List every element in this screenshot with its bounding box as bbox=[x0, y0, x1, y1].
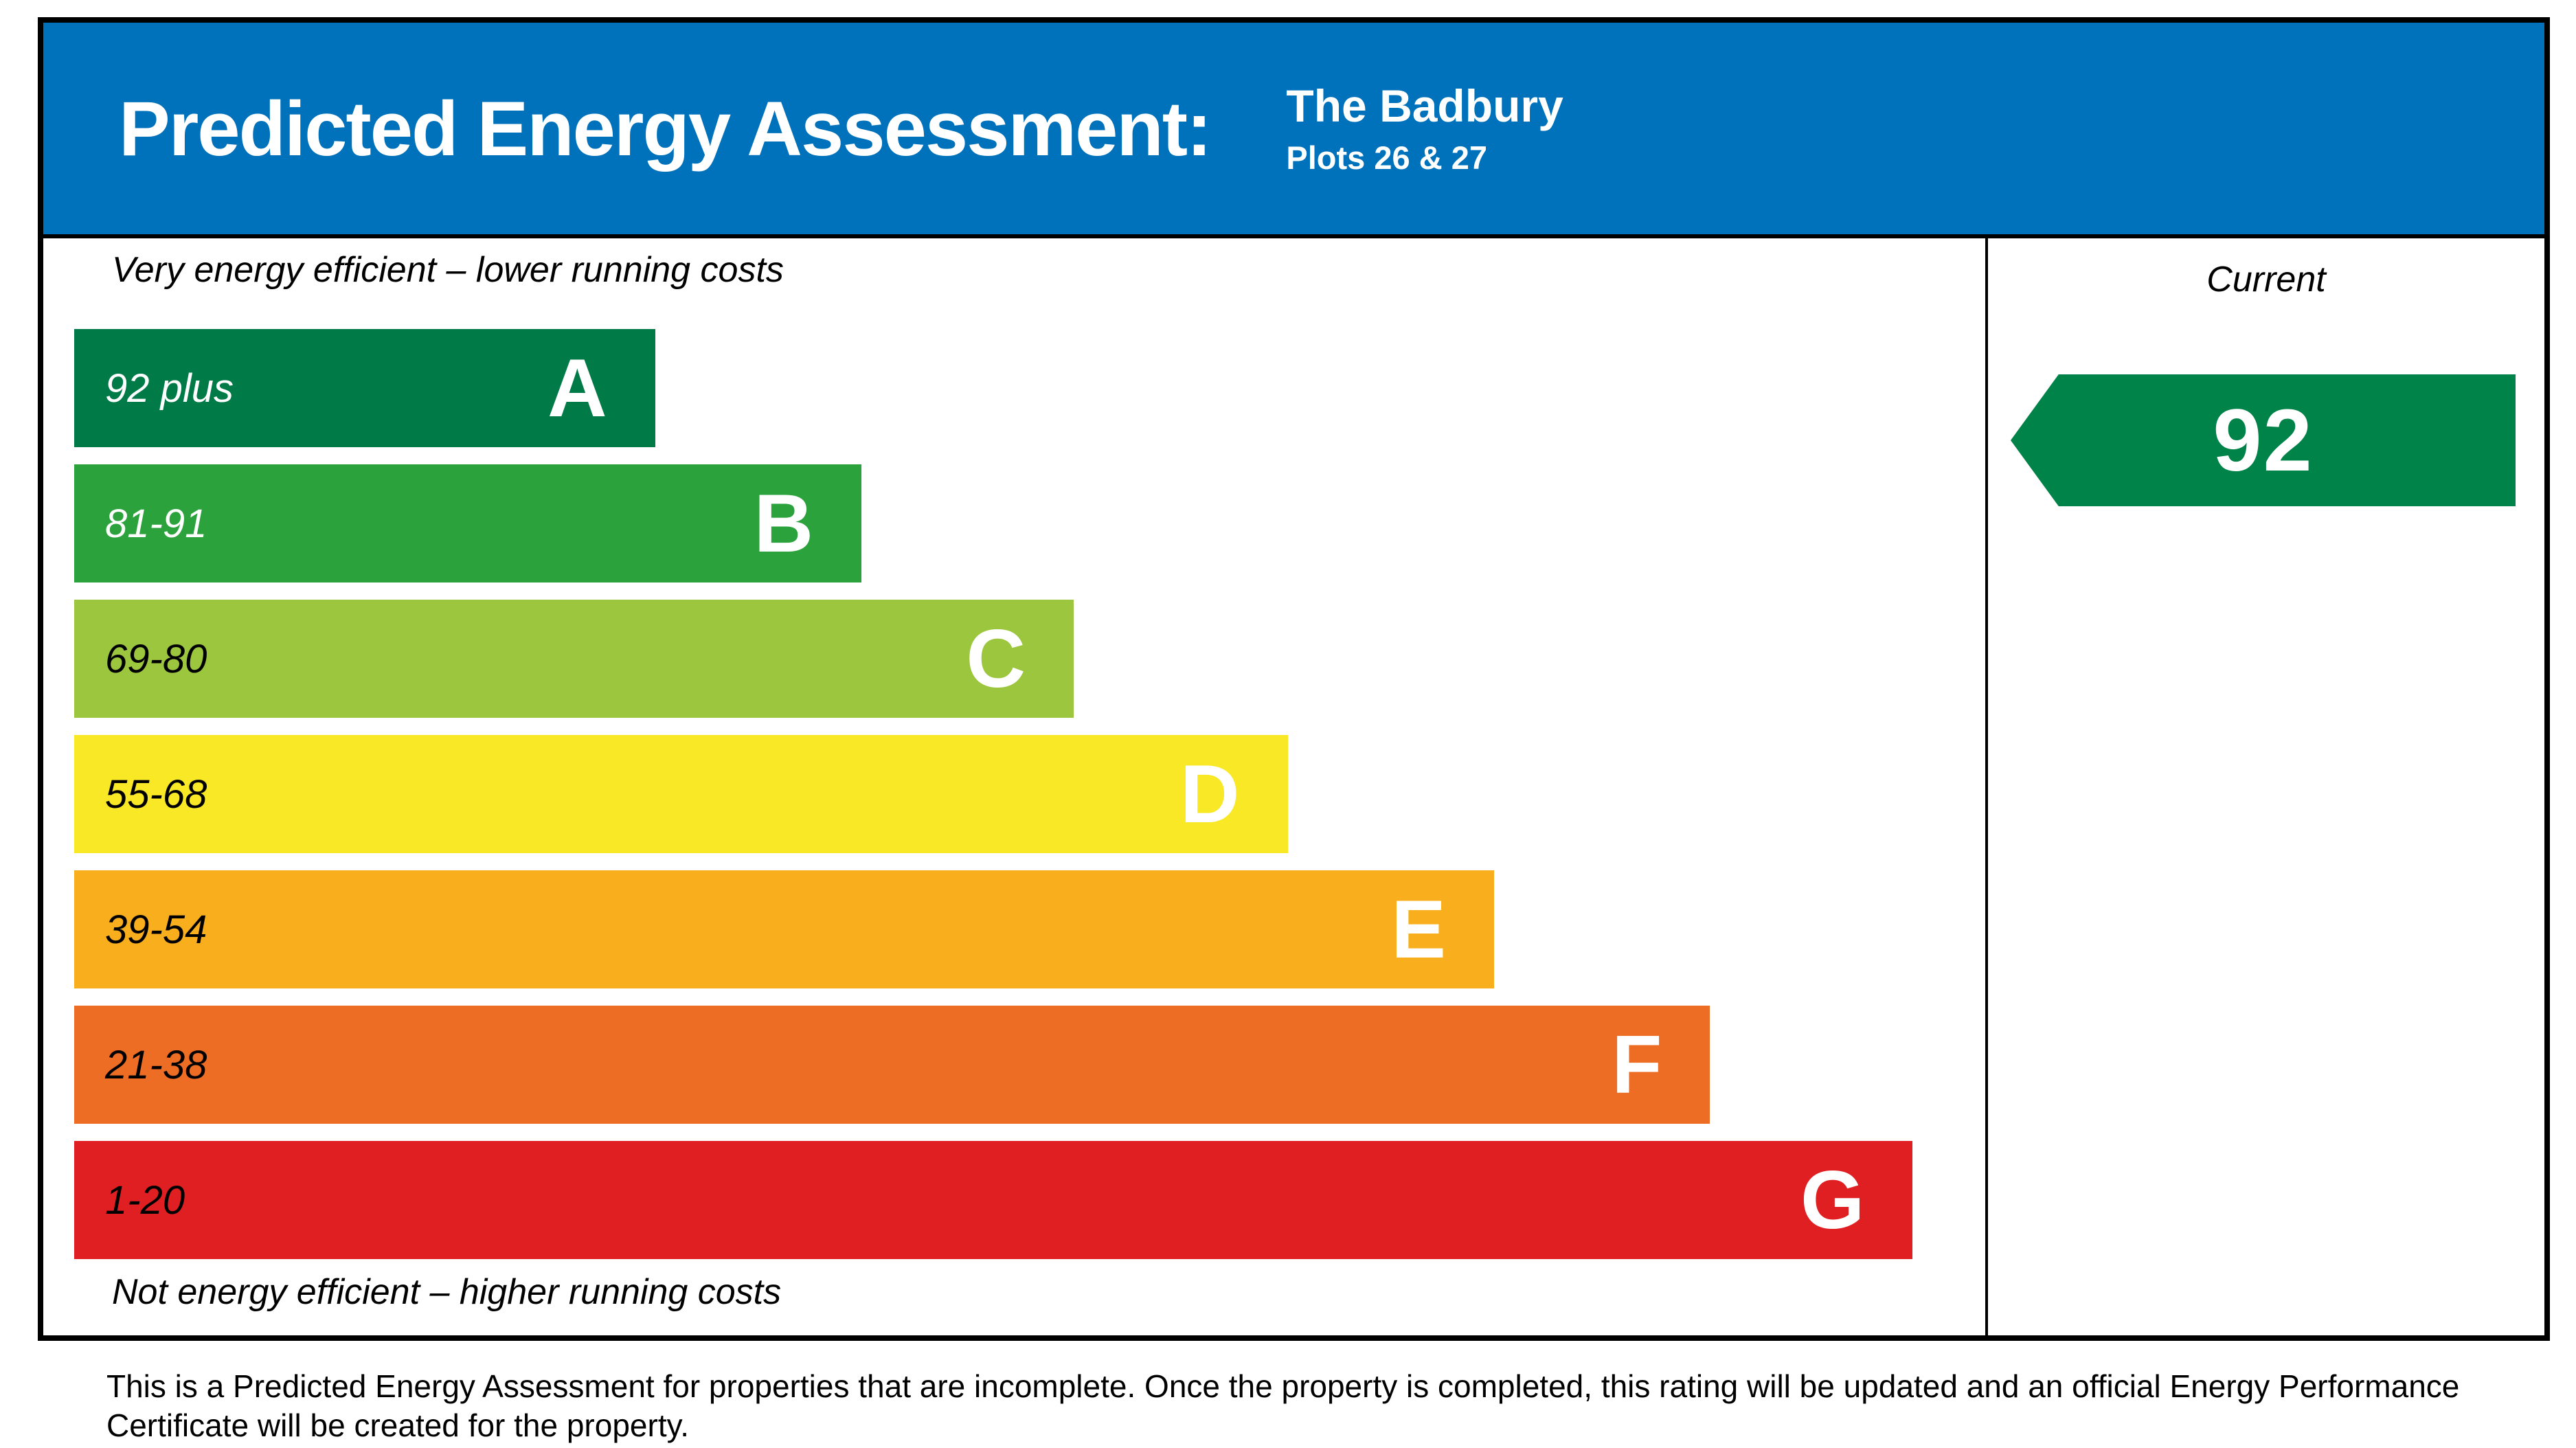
band-bar-G: 1-20 G bbox=[74, 1141, 1913, 1259]
current-rating-arrow: 92 bbox=[2011, 374, 2516, 506]
band-letter: G bbox=[1800, 1154, 1865, 1246]
band-letter: B bbox=[754, 477, 814, 569]
header: Predicted Energy Assessment: The Badbury… bbox=[43, 23, 2544, 238]
property-plots: Plots 26 & 27 bbox=[1286, 139, 1487, 176]
band-range-label: 1-20 bbox=[105, 1177, 185, 1223]
band-range-label: 69-80 bbox=[105, 636, 207, 681]
band-range-label: 21-38 bbox=[105, 1042, 207, 1087]
band-bar-C: 69-80 C bbox=[74, 600, 1074, 718]
band-letter: F bbox=[1612, 1019, 1662, 1111]
band-row-A: 92 plus A bbox=[74, 329, 1985, 447]
band-row-G: 1-20 G bbox=[74, 1141, 1985, 1259]
bottom-caption: Not energy efficient – higher running co… bbox=[112, 1272, 782, 1312]
band-letter: C bbox=[966, 613, 1026, 705]
top-caption: Very energy efficient – lower running co… bbox=[112, 250, 784, 290]
band-row-E: 39-54 E bbox=[74, 870, 1985, 988]
rating-content: Very energy efficient – lower running co… bbox=[43, 238, 2544, 1335]
band-range-label: 81-91 bbox=[105, 501, 207, 546]
band-range-label: 39-54 bbox=[105, 907, 207, 952]
band-range-label: 92 plus bbox=[105, 365, 234, 411]
band-bar-E: 39-54 E bbox=[74, 870, 1495, 988]
property-name: The Badbury bbox=[1286, 80, 1563, 131]
band-bar-D: 55-68 D bbox=[74, 735, 1288, 853]
band-row-F: 21-38 F bbox=[74, 1006, 1985, 1124]
band-letter: E bbox=[1390, 883, 1447, 975]
band-row-B: 81-91 B bbox=[74, 464, 1985, 582]
rating-scale-panel: Very energy efficient – lower running co… bbox=[43, 238, 1985, 1335]
footer-disclaimer: This is a Predicted Energy Assessment fo… bbox=[106, 1368, 2460, 1444]
current-column-header: Current bbox=[2206, 260, 2326, 299]
energy-assessment-frame: Predicted Energy Assessment: The Badbury… bbox=[38, 17, 2550, 1341]
band-row-C: 69-80 C bbox=[74, 600, 1985, 718]
band-row-D: 55-68 D bbox=[74, 735, 1985, 853]
band-letter: A bbox=[547, 342, 607, 434]
rating-bands: 92 plus A 81-91 B 69-80 C 55-68 D 39-54 E 21-38 F 1-… bbox=[74, 329, 1985, 1259]
current-rating-panel: Current 92 bbox=[1985, 238, 2544, 1335]
band-bar-B: 81-91 B bbox=[74, 464, 862, 582]
property-block: The Badbury Plots 26 & 27 bbox=[1286, 80, 1563, 176]
band-bar-A: 92 plus A bbox=[74, 329, 655, 447]
band-letter: D bbox=[1179, 748, 1240, 840]
current-rating-value: 92 bbox=[2213, 391, 2314, 490]
band-range-label: 55-68 bbox=[105, 771, 207, 817]
page-title: Predicted Energy Assessment: bbox=[119, 85, 1212, 172]
band-bar-F: 21-38 F bbox=[74, 1006, 1710, 1124]
